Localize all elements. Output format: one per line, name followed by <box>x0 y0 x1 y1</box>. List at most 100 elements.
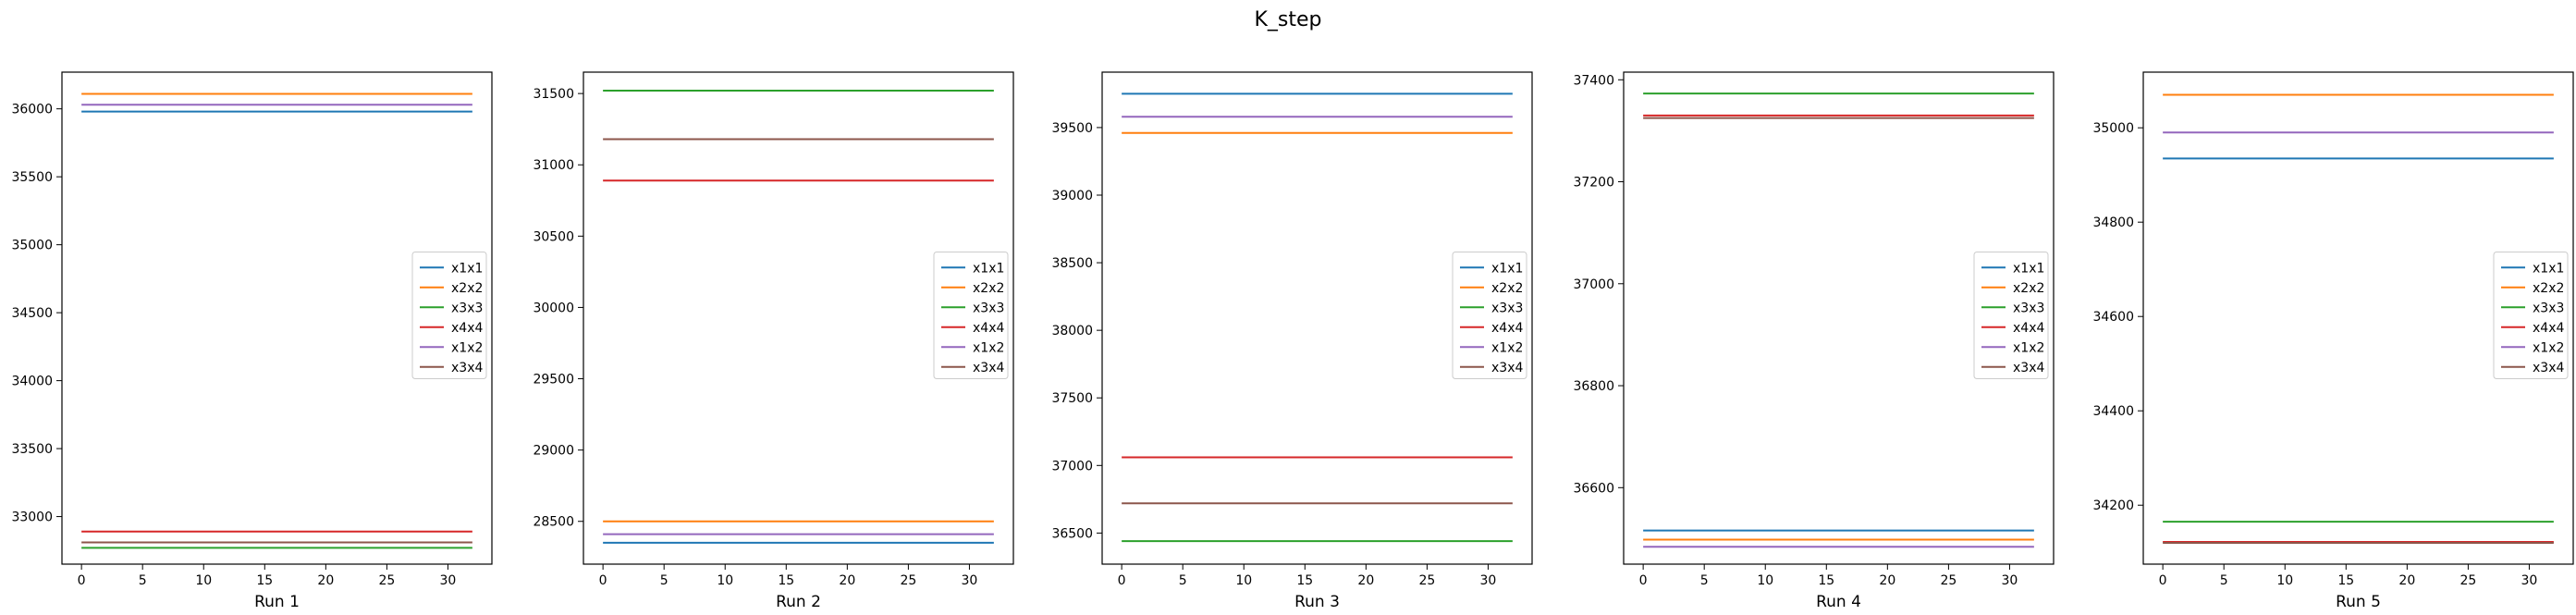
y-tick-label: 29500 <box>533 373 574 387</box>
figure-title: K_step <box>1254 8 1321 31</box>
legend-label: x3x4 <box>451 361 483 375</box>
x-tick-label: 25 <box>900 573 916 588</box>
legend-label: x2x2 <box>451 281 483 296</box>
x-tick-label: 30 <box>2521 573 2538 588</box>
legend: x1x1 x2x2 x3x3 x4x4 x1x2 x3x4 <box>933 252 1009 379</box>
legend-label: x1x2 <box>1491 340 1523 355</box>
legend-label: x1x1 <box>1491 261 1523 276</box>
y-tick-label: 34000 <box>11 375 53 389</box>
legend-label: x3x3 <box>2013 301 2044 315</box>
legend-label: x1x1 <box>973 261 1004 276</box>
legend-label: x4x4 <box>2013 321 2044 336</box>
y-tick-label: 38500 <box>1051 256 1093 271</box>
legend-label: x3x3 <box>1491 301 1523 315</box>
y-tick-label: 39500 <box>1051 121 1093 136</box>
x-tick-label: 20 <box>2398 573 2415 588</box>
y-tick-label: 36800 <box>1573 379 1614 394</box>
x-tick-label: 15 <box>1296 573 1313 588</box>
legend-label: x1x2 <box>2013 340 2044 355</box>
y-tick-label: 31000 <box>533 158 574 173</box>
y-tick-label: 33000 <box>11 510 53 525</box>
x-tick-label: 15 <box>1818 573 1834 588</box>
legend: x1x1 x2x2 x3x3 x4x4 x1x2 x3x4 <box>2493 252 2569 379</box>
x-tick-label: 0 <box>78 573 86 588</box>
legend-label: x2x2 <box>2013 281 2044 296</box>
legend-label: x2x2 <box>2533 281 2564 296</box>
x-tick-label: 25 <box>378 573 395 588</box>
x-tick-label: 25 <box>2459 573 2476 588</box>
subplot-1: 0 5 10 15 20 25 30 33000 33500 34000 34500 35000 355… <box>11 71 493 611</box>
legend-label: x4x4 <box>1491 321 1523 336</box>
y-tick-label: 37000 <box>1573 277 1614 292</box>
legend-label: x3x3 <box>2533 301 2564 315</box>
x-tick-label: 25 <box>1940 573 1957 588</box>
legend-label: x4x4 <box>2533 321 2564 336</box>
axes-frame <box>1623 71 2055 565</box>
y-tick-label: 36500 <box>1051 526 1093 541</box>
x-tick-label: 5 <box>139 573 147 588</box>
x-axis-label: Run 3 <box>1294 593 1340 611</box>
x-tick-label: 20 <box>839 573 855 588</box>
axes-frame <box>2142 71 2574 565</box>
axes-frame <box>583 71 1014 565</box>
y-tick-label: 31500 <box>533 87 574 102</box>
y-tick-label: 39000 <box>1051 189 1093 203</box>
y-tick-label: 35500 <box>11 170 53 185</box>
x-tick-label: 0 <box>599 573 607 588</box>
x-tick-label: 20 <box>1357 573 1374 588</box>
y-tick-label: 36000 <box>11 103 53 117</box>
y-tick-label: 34400 <box>2092 404 2134 419</box>
y-tick-label: 36600 <box>1573 481 1614 496</box>
x-tick-label: 25 <box>1418 573 1435 588</box>
x-tick-label: 10 <box>717 573 733 588</box>
legend-label: x1x1 <box>2533 261 2564 276</box>
subplot-3: 0 5 10 15 20 25 30 36500 37000 37500 38000 38500 390… <box>1051 71 1533 611</box>
y-tick-label: 34500 <box>11 306 53 321</box>
x-tick-label: 5 <box>660 573 669 588</box>
x-tick-label: 5 <box>1700 573 1709 588</box>
x-axis-label: Run 1 <box>254 593 300 611</box>
x-tick-label: 0 <box>1118 573 1126 588</box>
legend-label: x1x2 <box>973 340 1004 355</box>
x-tick-label: 0 <box>2159 573 2167 588</box>
legend-label: x4x4 <box>973 321 1004 336</box>
legend-label: x1x2 <box>451 340 483 355</box>
y-tick-label: 30500 <box>533 229 574 244</box>
x-tick-label: 30 <box>1480 573 1497 588</box>
y-tick-label: 37400 <box>1573 73 1614 88</box>
x-tick-label: 15 <box>778 573 794 588</box>
legend-label: x2x2 <box>1491 281 1523 296</box>
legend-label: x2x2 <box>973 281 1004 296</box>
y-tick-label: 37000 <box>1051 459 1093 474</box>
x-tick-label: 0 <box>1639 573 1648 588</box>
x-tick-label: 5 <box>1179 573 1187 588</box>
legend-label: x1x1 <box>451 261 483 276</box>
x-tick-label: 20 <box>1879 573 1895 588</box>
legend-label: x3x3 <box>451 301 483 315</box>
y-tick-label: 34600 <box>2092 310 2134 325</box>
x-tick-label: 15 <box>256 573 273 588</box>
x-tick-label: 10 <box>1757 573 1773 588</box>
legend: x1x1 x2x2 x3x3 x4x4 x1x2 x3x4 <box>411 252 487 379</box>
y-tick-label: 30000 <box>533 301 574 315</box>
x-tick-label: 20 <box>317 573 334 588</box>
x-axis-label: Run 4 <box>1816 593 1861 611</box>
axes-frame <box>1101 71 1533 565</box>
legend-label: x1x1 <box>2013 261 2044 276</box>
legend-label: x1x2 <box>2533 340 2564 355</box>
subplot-5: 0 5 10 15 20 25 30 34200 34400 34600 34800 35000 Run… <box>2092 71 2574 611</box>
x-tick-label: 10 <box>2276 573 2293 588</box>
legend-label: x3x4 <box>2013 361 2044 375</box>
x-tick-label: 10 <box>1235 573 1252 588</box>
x-tick-label: 15 <box>2337 573 2354 588</box>
x-axis-label: Run 2 <box>776 593 821 611</box>
x-axis-label: Run 5 <box>2336 593 2381 611</box>
y-tick-label: 38000 <box>1051 324 1093 338</box>
y-tick-label: 34200 <box>2092 498 2134 513</box>
y-tick-label: 33500 <box>11 442 53 457</box>
x-tick-label: 5 <box>2220 573 2228 588</box>
x-tick-label: 10 <box>195 573 212 588</box>
y-tick-label: 37200 <box>1573 176 1614 191</box>
legend-label: x3x4 <box>2533 361 2564 375</box>
